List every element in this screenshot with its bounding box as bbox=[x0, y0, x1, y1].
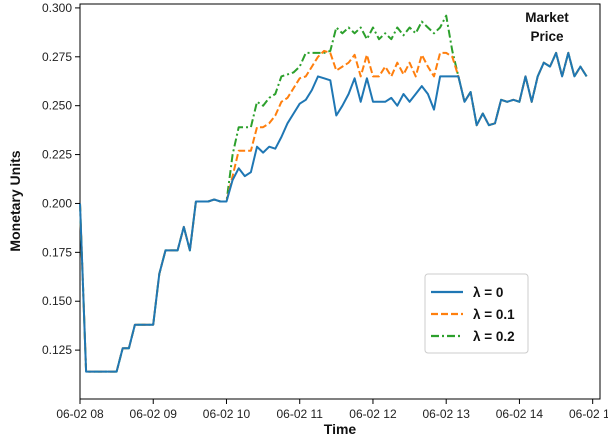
series-layer bbox=[79, 14, 588, 373]
y-tick-label: 0.175 bbox=[42, 245, 72, 259]
y-tick-label: 0.250 bbox=[42, 99, 72, 113]
market-price-annotation: Market Price bbox=[525, 10, 569, 44]
x-tick-label: 06-02 15 bbox=[569, 407, 608, 421]
y-axis: 0.125 0.150 0.175 0.200 0.225 0.250 0.275 0.300 bbox=[42, 1, 80, 357]
y-axis-title: Monetary Units bbox=[7, 150, 23, 251]
y-tick-label: 0.300 bbox=[42, 1, 72, 15]
y-tick-label: 0.225 bbox=[42, 148, 72, 162]
x-tick-label: 06-02 11 bbox=[276, 407, 323, 421]
legend-label-lambda02: λ = 0.2 bbox=[473, 329, 515, 344]
legend: λ = 0 λ = 0.1 λ = 0.2 bbox=[424, 273, 529, 354]
x-tick-label: 06-02 08 bbox=[56, 407, 104, 421]
y-tick-label: 0.125 bbox=[42, 343, 72, 357]
x-tick-label: 06-02 12 bbox=[349, 407, 397, 421]
y-tick-label: 0.275 bbox=[42, 50, 72, 64]
y-tick-label: 0.150 bbox=[42, 294, 72, 308]
x-axis-title: Time bbox=[324, 421, 357, 437]
legend-box bbox=[424, 273, 529, 354]
legend-label-lambda0: λ = 0 bbox=[473, 285, 503, 300]
x-tick-label: 06-02 14 bbox=[496, 407, 544, 421]
x-tick-label: 06-02 10 bbox=[203, 407, 251, 421]
y-tick-label: 0.200 bbox=[42, 196, 72, 210]
market-price-text: Market Price bbox=[525, 10, 569, 44]
x-tick-label: 06-02 13 bbox=[423, 407, 471, 421]
series-line-0 bbox=[79, 51, 588, 373]
x-axis: 06-02 08 06-02 09 06-02 10 06-02 11 06-02 12… bbox=[56, 399, 608, 421]
x-tick-label: 06-02 09 bbox=[130, 407, 178, 421]
legend-label-lambda01: λ = 0.1 bbox=[473, 307, 515, 322]
